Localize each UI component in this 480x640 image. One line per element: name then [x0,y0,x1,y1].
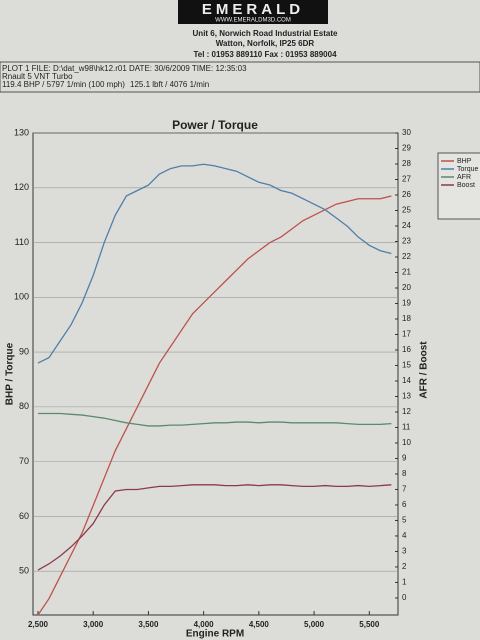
address: Unit 6, Norwich Road Industrial Estate [193,29,338,38]
x-tick-label: 3,500 [138,620,159,629]
series-line [37,412,392,427]
series-line [37,484,392,571]
y-tick-label: 50 [19,566,29,576]
phone: Tel : 01953 889110 Fax : 01953 889004 [193,50,337,59]
y2-tick-label: 10 [402,438,411,447]
x-tick-label: 3,000 [83,620,104,629]
y2-tick-label: 1 [402,578,407,587]
y2-tick-label: 16 [402,345,411,354]
y2-tick-label: 15 [402,361,411,370]
y-tick-label: 120 [14,182,29,192]
y2-tick-label: 5 [402,516,407,525]
info-box [0,61,480,93]
legend-label: Boost [457,182,475,189]
y2-tick-label: 23 [402,237,411,246]
chart-title: Power / Torque [172,118,258,132]
y-tick-label: 100 [14,292,29,302]
x-tick-label: 5,500 [359,620,380,629]
y2-tick-label: 7 [402,485,407,494]
peak-power: 119.4 BHP / 5797 1/min (100 mph) [2,80,125,89]
series-line [37,195,392,616]
y-tick-label: 90 [19,346,29,356]
y2-tick-label: 27 [402,175,411,184]
y2-tick-label: 6 [402,500,407,509]
x-tick-label: 4,500 [249,620,270,629]
legend-box [437,152,480,220]
y2-tick-label: 21 [402,268,411,277]
y2-tick-label: 22 [402,252,411,261]
y-tick-label: 60 [19,511,29,521]
y-tick-label: 130 [14,127,29,137]
logo-box [178,0,328,24]
y2-tick-label: 8 [402,469,407,478]
y2-tick-label: 11 [402,423,411,432]
logo: EMERALD [202,1,304,18]
y2-tick-label: 12 [402,407,411,416]
y2-tick-label: 9 [402,454,407,463]
y2-tick-label: 28 [402,159,411,168]
address: Watton, Norfolk, IP25 6DR [216,39,315,48]
y2-tick-label: 18 [402,314,411,323]
y-tick-label: 80 [19,401,29,411]
x-tick-label: 2,500 [28,620,49,629]
legend-label: AFR [457,174,471,181]
x-axis-title: Engine RPM [186,629,244,640]
legend-label: BHP [457,158,472,165]
y2-tick-label: 20 [402,283,411,292]
peak-torque: 125.1 lbft / 4076 1/min [130,80,209,89]
y-tick-label: 70 [19,456,29,466]
y2-tick-label: 2 [402,562,407,571]
legend-label: Torque [457,166,479,173]
website: WWW.EMERALDM3D.COM [215,18,291,24]
y2-tick-label: 13 [402,392,411,401]
y2-tick-label: 29 [402,144,411,153]
x-tick-label: 4,000 [194,620,215,629]
y2-tick-label: 0 [402,593,407,602]
plot-info: PLOT 1 FILE: D:\dat_w98\hk12.r01 DATE: 3… [2,64,247,73]
y2-tick-label: 19 [402,299,411,308]
y-tick-label: 110 [15,237,29,247]
y-axis-title: BHP / Torque [5,342,16,405]
y2-tick-label: 17 [402,330,411,339]
series-line [37,163,392,364]
vehicle: Rnault 5 VNT Turbo [2,72,73,81]
y2-tick-label: 14 [402,376,411,385]
x-tick-label: 5,000 [304,620,325,629]
y2-tick-label: 26 [402,190,411,199]
y2-tick-label: 30 [402,128,411,137]
y2-tick-label: 4 [402,531,407,540]
y2-tick-label: 24 [402,221,411,230]
y2-axis-title: AFR / Boost [419,341,430,399]
y2-tick-label: 3 [402,547,407,556]
y2-tick-label: 25 [402,206,411,215]
